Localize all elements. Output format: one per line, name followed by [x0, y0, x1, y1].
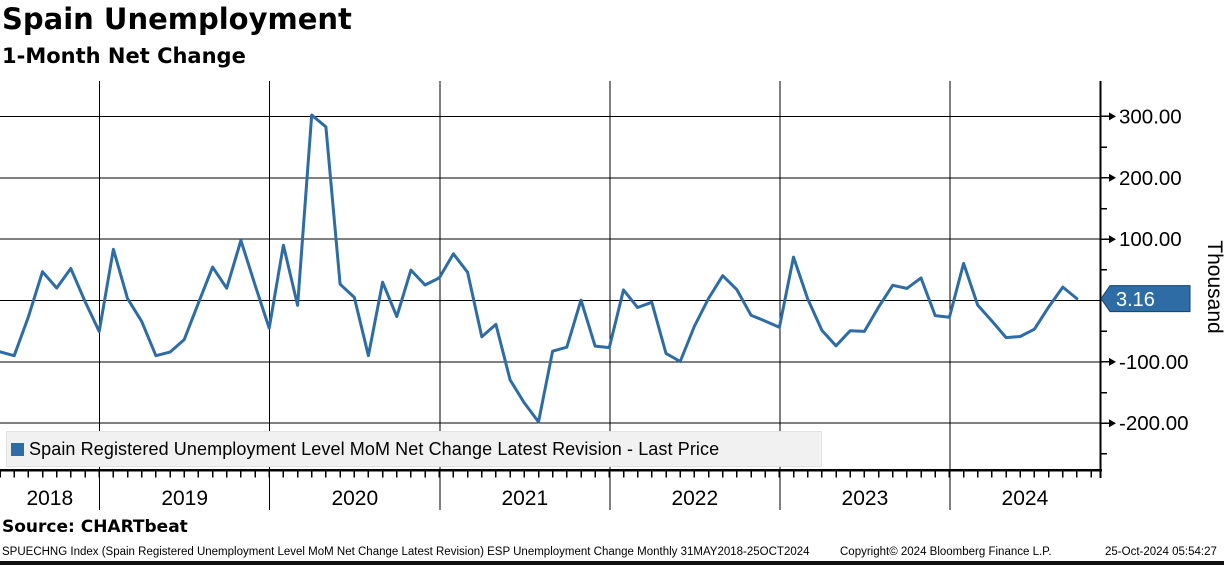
- y-axis-ticks: [1100, 112, 1116, 455]
- y-axis-tick-label: -200.00: [1119, 412, 1189, 435]
- y-axis-unit-label: Thousand: [1203, 240, 1224, 333]
- horizontal-gridlines: [0, 115, 1101, 424]
- last-price-tag: 3.16: [1100, 285, 1191, 313]
- x-axis-year-labels: 2018 2019 2020 2021 2022 2023 2024: [26, 487, 1048, 510]
- data-series-line: [0, 113, 1079, 424]
- page-title: Spain Unemployment: [2, 2, 352, 36]
- x-axis-year-label: 2023: [842, 487, 889, 510]
- last-price-tag-shape: [1100, 285, 1191, 313]
- y-tick-arrow-icon: [1109, 112, 1116, 121]
- x-axis-year-label: 2018: [26, 487, 73, 510]
- y-tick-arrow-icon: [1109, 235, 1116, 244]
- x-axis-year-label: 2024: [1002, 487, 1049, 510]
- footer-security-description: SPUECHNG Index (Spain Registered Unemplo…: [2, 546, 810, 558]
- y-axis-tick-label: 300.00: [1119, 105, 1182, 128]
- legend: Spain Registered Unemployment Level MoM …: [6, 431, 822, 467]
- y-tick-arrow-icon: [1109, 419, 1116, 428]
- y-tick-arrow-icon: [1109, 173, 1116, 182]
- x-axis-year-label: 2019: [161, 487, 208, 510]
- x-axis-year-label: 2021: [501, 487, 548, 510]
- x-axis-year-label: 2020: [331, 487, 378, 510]
- legend-marker-icon: [11, 442, 24, 456]
- legend-label: Spain Registered Unemployment Level MoM …: [29, 438, 720, 459]
- page-subtitle: 1-Month Net Change: [2, 44, 246, 68]
- window-bottom-bar: [0, 561, 1224, 565]
- footer-copyright: Copyright© 2024 Bloomberg Finance L.P.: [840, 546, 1052, 558]
- footer-timestamp: 25-Oct-2024 05:54:27: [1105, 546, 1217, 558]
- y-axis-tick-label: 100.00: [1119, 228, 1182, 251]
- x-axis-year-label: 2022: [671, 487, 718, 510]
- x-axis-month-ticks: [0, 470, 1092, 478]
- y-axis-tick-label: 200.00: [1119, 167, 1182, 190]
- y-axis-tick-labels: 300.00 200.00 100.00 -100.00 -200.00: [1119, 105, 1189, 435]
- source-label: Source: CHARTbeat: [2, 517, 188, 537]
- last-price-value: 3.16: [1116, 289, 1155, 311]
- y-axis-tick-label: -100.00: [1119, 351, 1189, 374]
- y-tick-arrow-icon: [1109, 357, 1116, 366]
